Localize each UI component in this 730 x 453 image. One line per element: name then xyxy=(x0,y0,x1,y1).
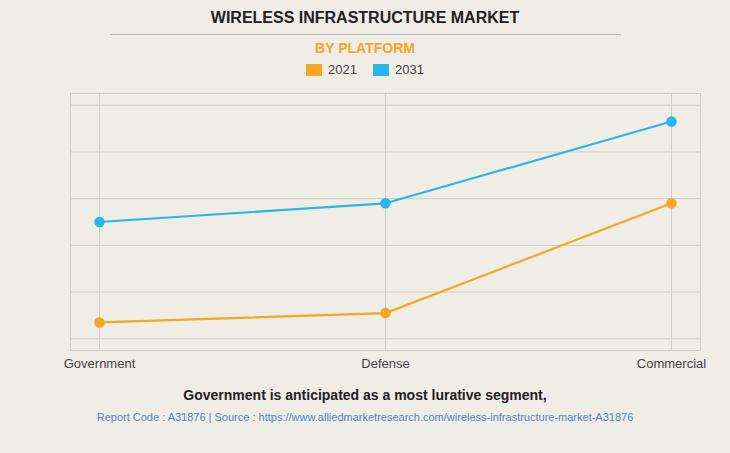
html-text:WIRELESS INFRASTRUCTURE MARKET: WIRELESS INFRASTRUCTURE MARKET xyxy=(210,9,520,26)
html-text:Government is anticipated as a: Government is anticipated as a most lura… xyxy=(183,387,547,403)
svg-text:Government: Government xyxy=(64,356,136,371)
html-text:BY PLATFORM: BY PLATFORM xyxy=(315,40,415,56)
svg-text:Defense: Defense xyxy=(361,356,409,371)
svg-text:Commercial: Commercial xyxy=(637,356,706,371)
html-text:2021: 2021 xyxy=(328,62,357,77)
html-text:Report Code : A31876 | Source: Report Code : A31876 | Source : https://… xyxy=(96,411,634,423)
html-text:2031: 2031 xyxy=(395,62,424,77)
